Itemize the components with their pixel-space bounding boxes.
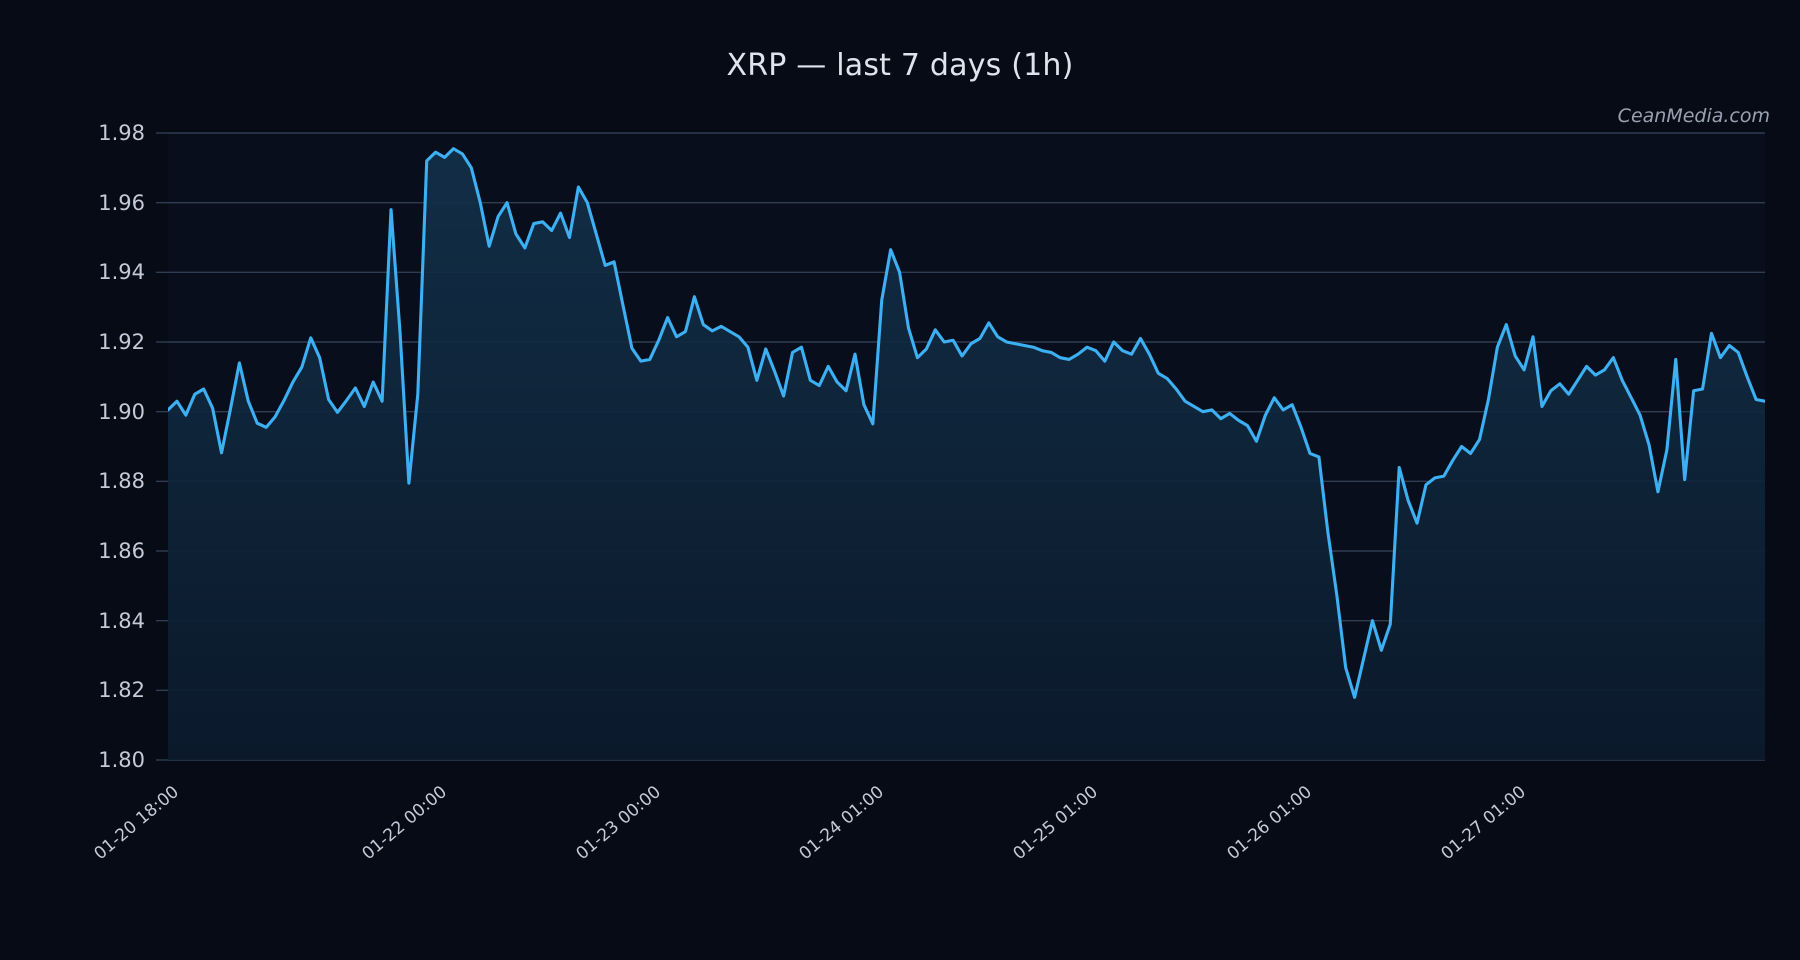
chart-title: XRP — last 7 days (1h) (726, 48, 1074, 83)
price-area-fill (168, 148, 1765, 760)
y-tick-label: 1.94 (98, 260, 145, 285)
watermark-label: CeanMedia.com (1617, 105, 1770, 127)
y-tick-label: 1.80 (98, 748, 145, 772)
y-tick-label: 1.88 (98, 469, 145, 494)
y-tick-label: 1.90 (98, 399, 145, 424)
price-line (168, 147, 1765, 699)
y-tick-label: 1.98 (98, 121, 145, 145)
y-tick-label: 1.86 (98, 539, 145, 563)
y-tick-label: 1.92 (98, 330, 145, 354)
y-tick-label: 1.82 (98, 678, 145, 703)
y-tick-marks (156, 132, 168, 761)
y-tick-label: 1.96 (98, 190, 145, 215)
y-tick-label: 1.84 (98, 608, 145, 633)
